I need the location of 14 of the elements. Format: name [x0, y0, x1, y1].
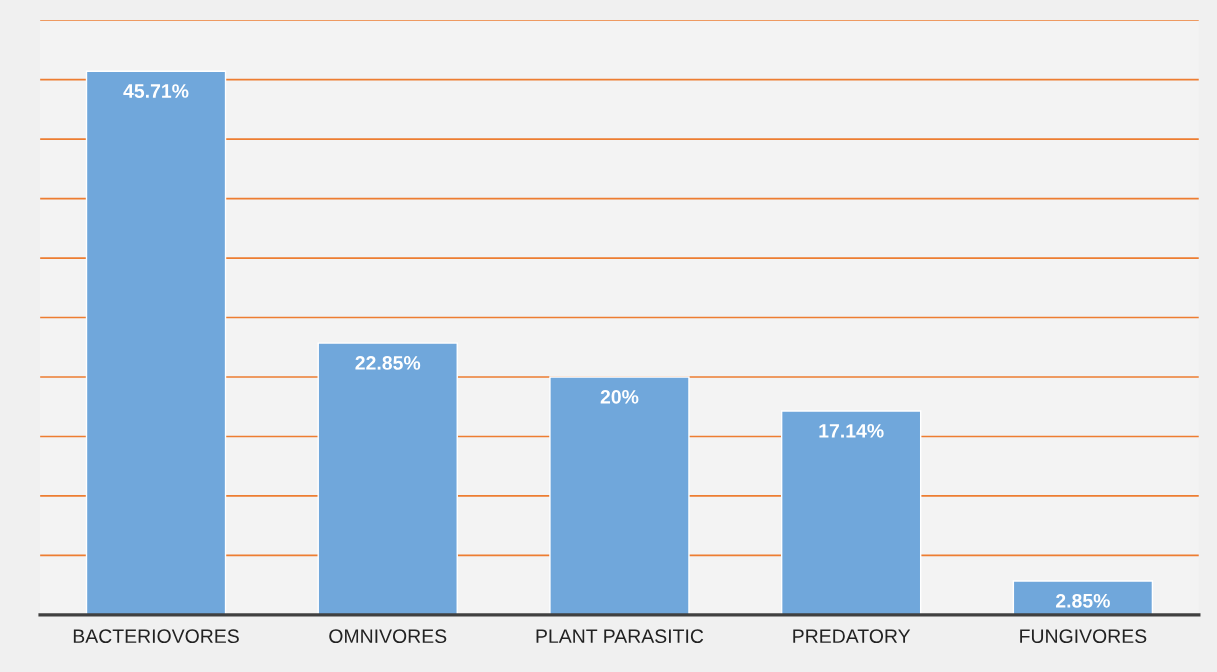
x-tick-label: BACTERIOVORES — [73, 629, 239, 644]
data-label: 17.14% — [819, 424, 884, 438]
data-label: 45.71% — [123, 84, 189, 98]
bar — [780, 410, 922, 615]
x-tick-label: OMNIVORES — [329, 629, 447, 644]
x-tick-label: FUNGIVORES — [1020, 629, 1147, 644]
bar — [317, 342, 458, 615]
bar — [85, 70, 227, 615]
bar — [549, 376, 690, 615]
data-label: 22.85% — [355, 356, 421, 370]
x-tick-label: PLANT PARASITIC — [536, 629, 704, 644]
data-label: 2.85% — [1056, 593, 1110, 608]
data-label: 20% — [600, 389, 639, 404]
x-tick-label: PREDATORY — [793, 629, 911, 644]
